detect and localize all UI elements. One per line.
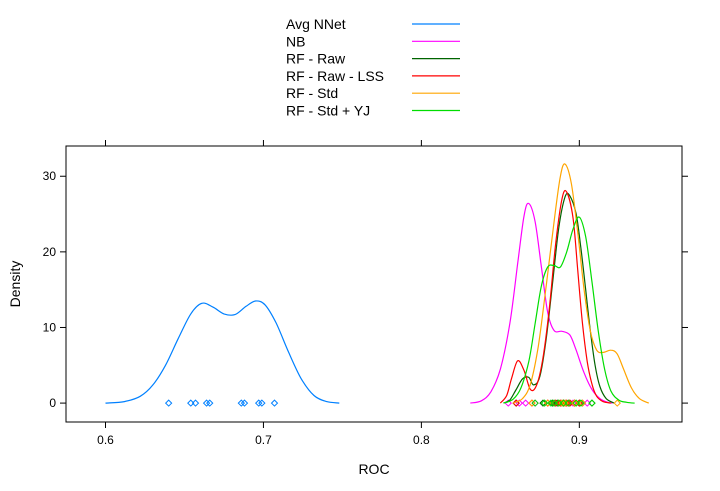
y-axis-title: Density (7, 261, 23, 308)
rug-point (553, 399, 561, 407)
rug-point (564, 399, 572, 407)
rug-point (258, 399, 266, 407)
rug-point (240, 399, 249, 407)
rug-point (566, 399, 574, 407)
rug-point (540, 399, 549, 407)
series-0 (105, 300, 340, 407)
plot-frame (65, 145, 683, 423)
density-curve (503, 216, 635, 404)
series-5 (503, 216, 635, 407)
rug-point (575, 399, 584, 407)
legend-label: RF - Std + YJ (286, 103, 370, 119)
density-curve (503, 192, 615, 404)
rug-point (164, 399, 173, 407)
rug-point (588, 399, 596, 407)
legend-item: RF - Raw - LSS (286, 68, 460, 84)
x-axis: 0.6 0.7 0.8 0.9 (97, 140, 588, 447)
legend-label: NB (286, 33, 305, 49)
x-axis-title: ROC (358, 461, 389, 477)
rug-point (547, 399, 555, 407)
density-curve (470, 202, 613, 404)
rug-point (570, 399, 579, 407)
legend-item: RF - Std (286, 85, 460, 101)
rug-point (237, 399, 246, 407)
rug-point (521, 399, 530, 407)
rug-point (254, 399, 263, 407)
legend-label: RF - Std (286, 85, 338, 101)
rug-point (561, 399, 569, 407)
rug-point (202, 399, 211, 407)
rug-point (528, 399, 536, 407)
legend-label: Avg NNet (286, 16, 346, 32)
y-tick-label: 10 (43, 320, 57, 334)
legend-item: RF - Raw (286, 51, 460, 67)
rug-point (555, 399, 563, 407)
rug-point (558, 399, 566, 407)
legend-item: Avg NNet (286, 16, 460, 32)
x-tick-label: 0.7 (255, 433, 272, 447)
x-tick-label: 0.9 (571, 433, 588, 447)
x-tick-label: 0.6 (97, 433, 114, 447)
series-2 (503, 192, 615, 407)
density-curve (512, 163, 650, 404)
legend-label: RF - Raw - LSS (286, 68, 384, 84)
rug-point (191, 399, 200, 407)
series-layer (105, 163, 650, 407)
series-1 (470, 202, 613, 407)
rug-point (562, 399, 571, 407)
y-tick-label: 0 (49, 396, 56, 410)
y-tick-label: 20 (43, 245, 57, 259)
rug-point (531, 399, 539, 407)
density-curve (499, 189, 612, 404)
y-tick-label: 30 (43, 169, 57, 183)
rug-point (583, 399, 591, 407)
rug-point (550, 399, 558, 407)
rug-point (187, 399, 195, 407)
rug-point (551, 399, 560, 407)
rug-point (577, 399, 585, 407)
rug-point (613, 399, 621, 407)
legend-item: NB (286, 33, 460, 49)
rug-point (206, 399, 214, 407)
rug-point (578, 399, 587, 407)
rug-point (569, 399, 577, 407)
legend-item: RF - Std + YJ (286, 103, 460, 119)
rug-point (548, 399, 557, 407)
rug-point (556, 399, 565, 407)
rug-point (559, 399, 568, 407)
rug-point (270, 399, 279, 407)
density-curve (105, 300, 340, 404)
rug-point (572, 399, 580, 407)
series-4 (512, 163, 650, 407)
rug-point (539, 399, 547, 407)
x-tick-label: 0.8 (413, 433, 430, 447)
y-axis: 0 10 20 30 (43, 169, 688, 410)
rug-point (544, 399, 552, 407)
legend-label: RF - Raw (286, 51, 346, 67)
